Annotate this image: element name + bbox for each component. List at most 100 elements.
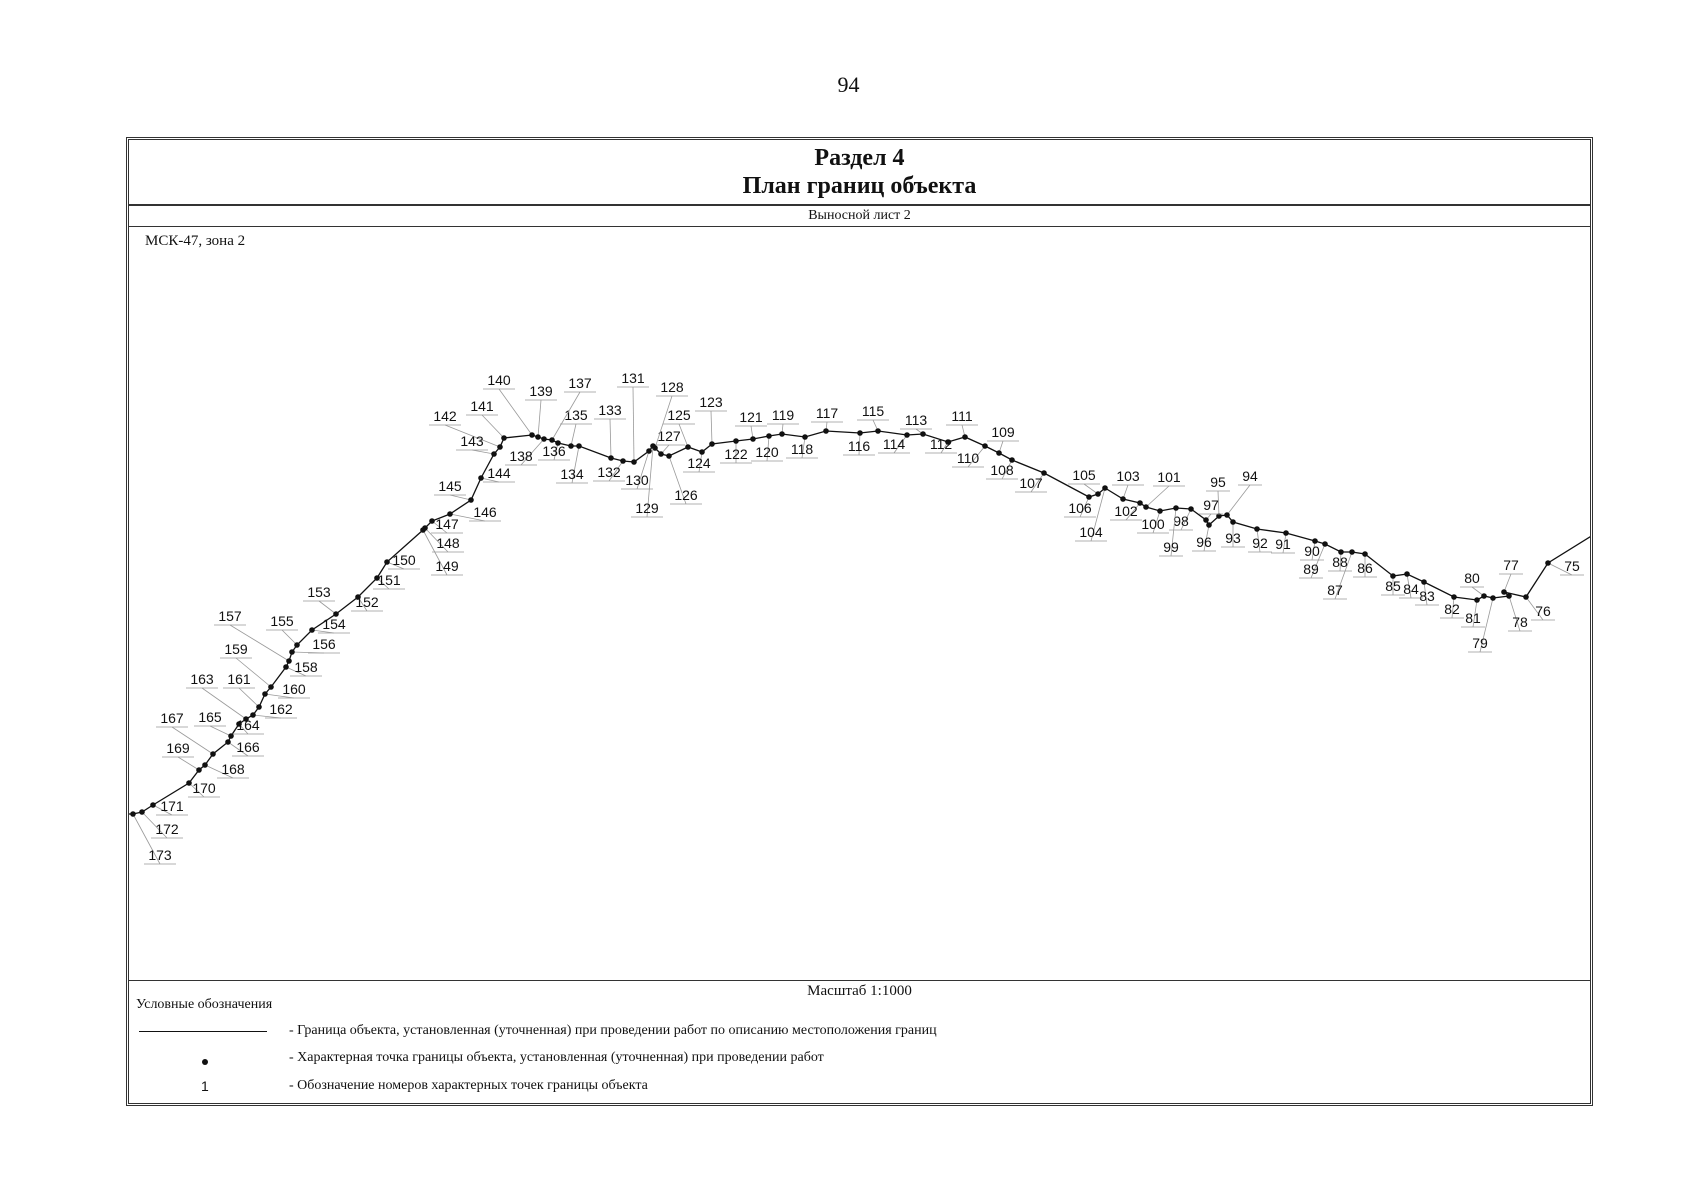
label-leader bbox=[654, 395, 673, 449]
boundary-point-76 bbox=[1523, 594, 1529, 600]
label-leader bbox=[498, 388, 533, 436]
point-label-81: 81 bbox=[1465, 610, 1481, 626]
boundary-point-130 bbox=[646, 448, 652, 454]
label-leader bbox=[431, 520, 448, 534]
point-label-157: 157 bbox=[218, 608, 242, 624]
boundary-point-98 bbox=[1188, 506, 1194, 512]
point-label-146: 146 bbox=[473, 504, 497, 520]
legend-text: - Обозначение номеров характерных точек … bbox=[289, 1078, 648, 1093]
point-label-141: 141 bbox=[470, 398, 494, 414]
boundary-point-139 bbox=[535, 434, 541, 440]
point-label-126: 126 bbox=[674, 487, 698, 503]
boundary-point-123 bbox=[709, 441, 715, 447]
boundary-point-151 bbox=[374, 575, 380, 581]
boundary-point-161 bbox=[256, 704, 262, 710]
point-label-77: 77 bbox=[1503, 557, 1519, 573]
boundary-point-135 bbox=[568, 443, 574, 449]
boundary-point-99 bbox=[1173, 505, 1179, 511]
label-leader bbox=[1001, 459, 1013, 480]
point-label-148: 148 bbox=[436, 535, 460, 551]
label-leader bbox=[235, 657, 272, 688]
point-label-151: 151 bbox=[377, 572, 401, 588]
point-label-83: 83 bbox=[1419, 588, 1435, 604]
point-label-102: 102 bbox=[1114, 503, 1138, 519]
point-label-86: 86 bbox=[1357, 560, 1373, 576]
boundary-point-169 bbox=[196, 767, 202, 773]
label-leader bbox=[132, 813, 161, 865]
label-leader bbox=[152, 804, 173, 816]
label-leader bbox=[471, 449, 495, 455]
point-label-159: 159 bbox=[224, 641, 248, 657]
label-leader bbox=[424, 527, 449, 553]
point-label-158: 158 bbox=[294, 659, 318, 675]
point-label-98: 98 bbox=[1173, 513, 1189, 529]
boundary-point-144 bbox=[478, 475, 484, 481]
boundary-point-86 bbox=[1362, 551, 1368, 557]
boundary-point-117 bbox=[823, 428, 829, 434]
boundary-point-104 bbox=[1102, 485, 1108, 491]
label-leader bbox=[553, 442, 559, 461]
label-leader bbox=[678, 423, 689, 448]
point-label-171: 171 bbox=[160, 798, 184, 814]
boundary-point-168 bbox=[202, 762, 208, 768]
boundary-point-102 bbox=[1137, 500, 1143, 506]
label-leader bbox=[1203, 524, 1210, 552]
label-leader bbox=[1030, 472, 1045, 493]
section-title: Раздел 4 bbox=[814, 145, 905, 171]
boundary-point-150 bbox=[384, 559, 390, 565]
boundary-point-147 bbox=[429, 518, 435, 524]
label-leader bbox=[201, 687, 247, 720]
label-leader bbox=[893, 434, 908, 454]
boundary-point-80 bbox=[1481, 593, 1487, 599]
boundary-point-75 bbox=[1545, 560, 1551, 566]
plan-title: План границ объекта bbox=[742, 173, 977, 199]
label-leader bbox=[1339, 551, 1342, 572]
boundary-point-157 bbox=[286, 658, 292, 664]
boundary-point-77 bbox=[1501, 589, 1507, 595]
legend-line-symbol bbox=[137, 1020, 267, 1044]
point-label-84: 84 bbox=[1403, 581, 1419, 597]
label-leader bbox=[1180, 508, 1192, 531]
boundary-point-125 bbox=[685, 444, 691, 450]
point-label-172: 172 bbox=[155, 821, 179, 837]
boundary-point-152 bbox=[355, 594, 361, 600]
boundary-point-162 bbox=[250, 712, 256, 718]
label-leader bbox=[1226, 484, 1251, 516]
boundary-point-119 bbox=[779, 431, 785, 437]
label-leader bbox=[422, 529, 448, 576]
legend-text: - Характерная точка границы объекта, уст… bbox=[289, 1050, 824, 1065]
boundary-point-142 bbox=[497, 444, 503, 450]
boundary-point-124 bbox=[699, 449, 705, 455]
title-block: Раздел 4 План границ объекта bbox=[129, 140, 1590, 206]
point-label-90: 90 bbox=[1304, 543, 1320, 559]
point-label-128: 128 bbox=[660, 379, 684, 395]
point-label-145: 145 bbox=[438, 478, 462, 494]
point-label-118: 118 bbox=[791, 441, 814, 457]
point-label-142: 142 bbox=[433, 408, 457, 424]
boundary-point-79 bbox=[1490, 595, 1496, 601]
plan-area: МСК-47, зона 2 75 76 77 78 79 80 81 82 83 84 85 86 8… bbox=[129, 227, 1590, 981]
point-label-112: 112 bbox=[930, 436, 953, 452]
boundary-point-106 bbox=[1086, 494, 1092, 500]
boundary-point-143 bbox=[491, 451, 497, 457]
boundary-point-121 bbox=[750, 436, 756, 442]
boundary-point-112 bbox=[945, 439, 951, 445]
boundary-point-146 bbox=[447, 511, 453, 517]
sheet-label: Выносной лист 2 bbox=[129, 206, 1590, 227]
boundary-point-134 bbox=[576, 443, 582, 449]
label-leader bbox=[636, 450, 650, 490]
label-leader bbox=[858, 432, 861, 456]
point-label-133: 133 bbox=[598, 402, 622, 418]
point-label-132: 132 bbox=[597, 464, 621, 480]
boundary-point-100 bbox=[1157, 508, 1163, 514]
boundary-point-164 bbox=[236, 721, 242, 727]
boundary-point-153 bbox=[333, 611, 339, 617]
point-label-116: 116 bbox=[848, 438, 871, 454]
boundary-point-114 bbox=[904, 432, 910, 438]
boundary-point-116 bbox=[857, 430, 863, 436]
boundary-point-167 bbox=[210, 751, 216, 757]
point-label-168: 168 bbox=[221, 761, 245, 777]
label-leader bbox=[252, 714, 282, 719]
point-label-166: 166 bbox=[236, 739, 260, 755]
boundary-point-107 bbox=[1041, 470, 1047, 476]
